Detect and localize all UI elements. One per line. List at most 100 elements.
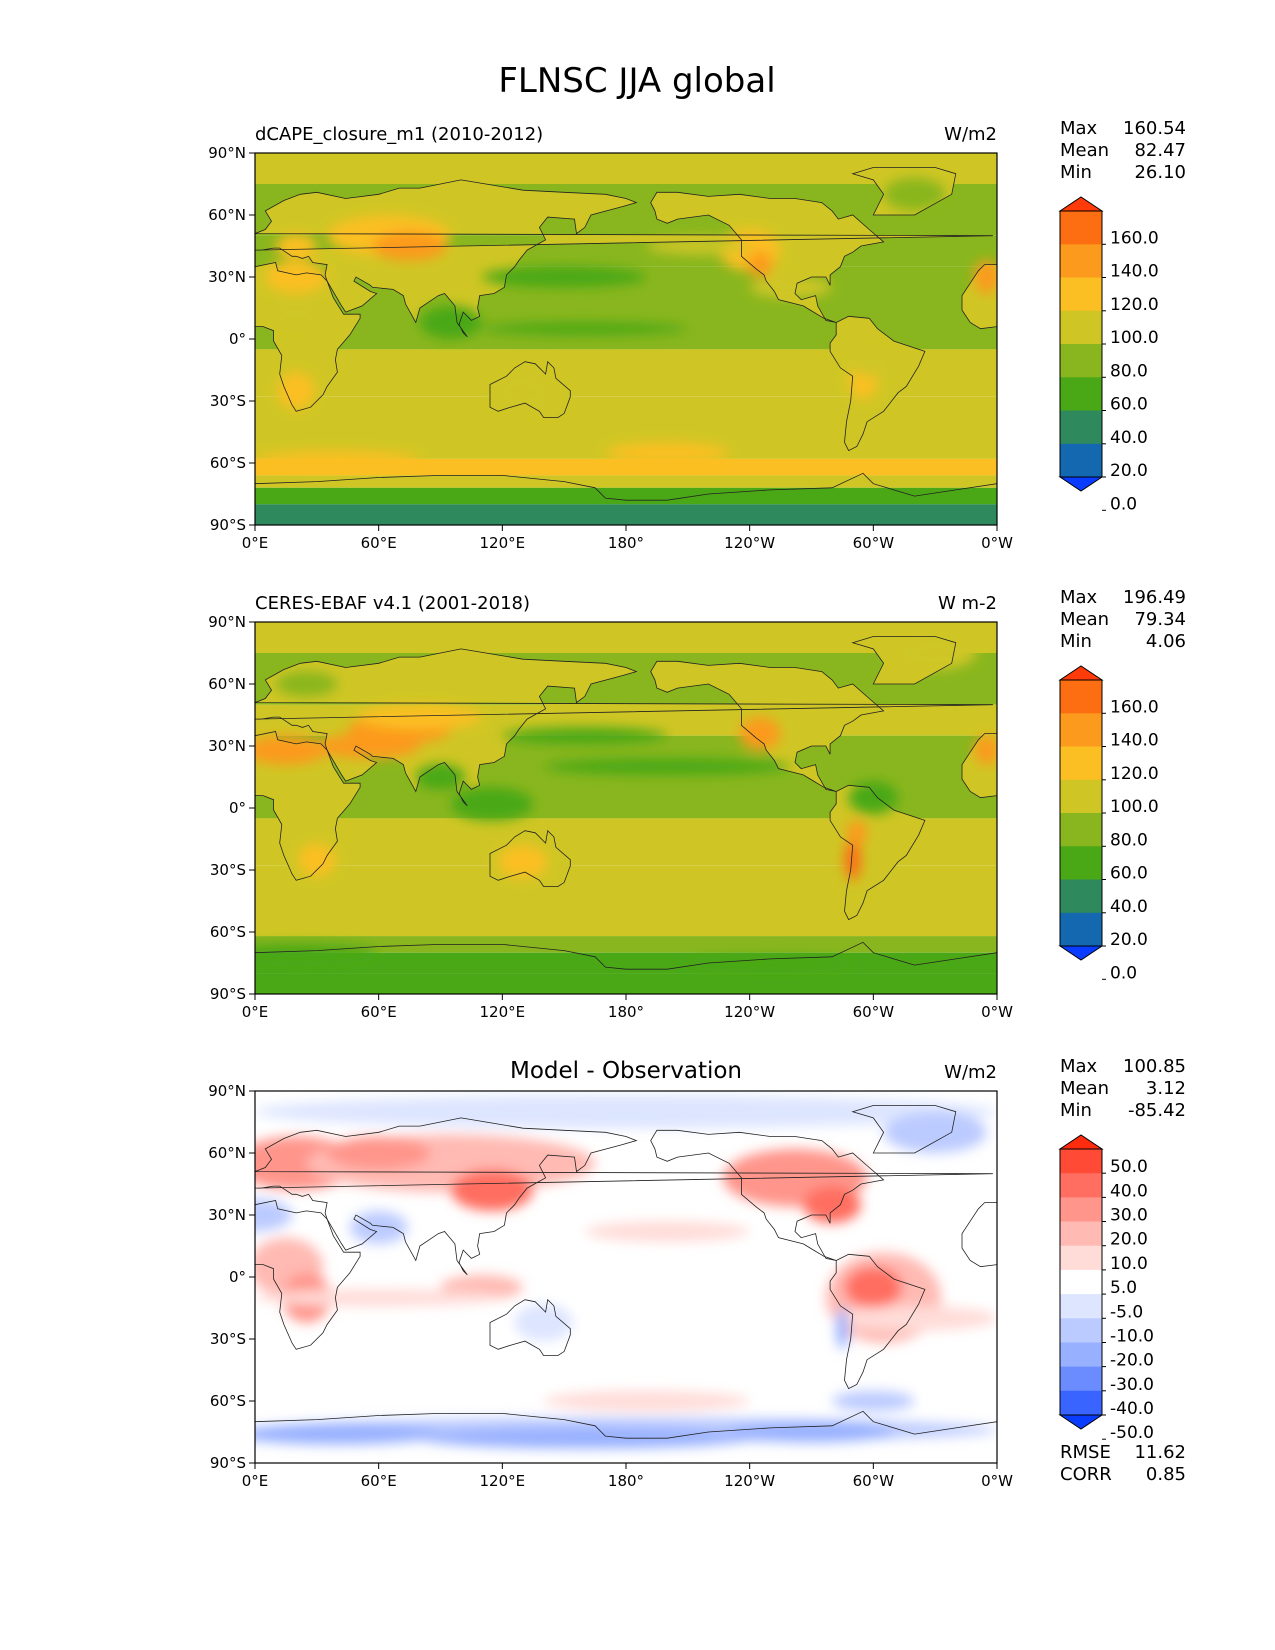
stat-min-label: Min [1060,1100,1092,1121]
stats-diff: Max 100.85 Mean 3.12 Min -85.42 [1060,1056,1186,1121]
lat-tick-label: 90°S [210,516,246,534]
colorbar-tick-label: 40.0 [1110,428,1148,448]
lat-tick-label: 60°N [208,1144,246,1162]
figure-title: FLNSC JJA global [498,61,775,101]
lat-tick-label: 0° [229,330,246,348]
lon-tick-label: 120°W [724,1472,775,1490]
stat-max-label: Max [1060,587,1098,608]
lat-ticks-model: 90°N 60°N 30°N 0° 30°S 60°S 90°S [208,144,255,534]
lat-tick-label: 60°S [210,923,246,941]
lon-ticks-obs: 0°E 60°E 120°E 180° 120°W 60°W 0°W [242,994,1013,1021]
lon-tick-label: 120°E [480,1472,526,1490]
stats-obs: Max 196.49 Mean 79.34 Min 4.06 [1060,587,1186,652]
lon-tick-label: 180° [608,1003,644,1021]
colorbar-tick-label: 20.0 [1110,461,1148,481]
lon-tick-label: 120°W [724,1003,775,1021]
lon-tick-label: 180° [608,1472,644,1490]
colorbar-tick-label: 5.0 [1110,1278,1137,1298]
lon-tick-label: 60°W [853,1472,895,1490]
colorbar-tick-label: -30.0 [1110,1375,1154,1395]
corr-value: 0.85 [1146,1464,1186,1485]
lat-tick-label: 0° [229,1268,246,1286]
colorbar-tick-label: -10.0 [1110,1327,1154,1347]
colorbar-tick-label: 60.0 [1110,864,1148,884]
stat-mean-label: Mean [1060,1078,1109,1099]
colorbar-tick-label: -50.0 [1110,1423,1154,1443]
lat-ticks-obs: 90°N 60°N 30°N 0° 30°S 60°S 90°S [208,613,255,1003]
colorbar-tick-label: 40.0 [1110,1181,1148,1201]
lon-tick-label: 120°E [480,1003,526,1021]
panel-diff: Model - Observation W/m2 90°N 60°N 30°N 0° 3… [208,1056,1186,1490]
colorbar-tick-label: -20.0 [1110,1351,1154,1371]
panel-obs-label: CERES-EBAF v4.1 (2001-2018) [255,593,530,614]
stat-min-label: Min [1060,162,1092,183]
colorbar-tick-label: 100.0 [1110,328,1159,348]
stat-mean-value: 82.47 [1134,140,1186,161]
lon-ticks-diff: 0°E 60°E 120°E 180° 120°W 60°W 0°W [242,1463,1013,1490]
lon-tick-label: 120°E [480,534,526,552]
stat-max-value: 160.54 [1123,118,1186,139]
lon-tick-label: 0°E [242,1472,269,1490]
colorbar-tick-label: 160.0 [1110,228,1159,248]
colorbar-tick-label: 120.0 [1110,295,1159,315]
colorbar-tick-label: 20.0 [1110,1230,1148,1250]
stat-mean-value: 3.12 [1146,1078,1186,1099]
lat-tick-label: 90°N [208,1082,246,1100]
stat-mean-label: Mean [1060,609,1109,630]
lat-tick-label: 90°S [210,985,246,1003]
panel-model: dCAPE_closure_m1 (2010-2012) W/m2 90°N 60… [208,118,1186,552]
lon-tick-label: 0°W [981,1003,1013,1021]
colorbar-tick-label: -5.0 [1110,1302,1143,1322]
lon-tick-label: 60°E [361,534,397,552]
colorbar-tick-label: 120.0 [1110,764,1159,784]
colorbar-tick-label: 80.0 [1110,361,1148,381]
lat-tick-label: 30°S [210,861,246,879]
lon-ticks-model: 0°E 60°E 120°E 180° 120°W 60°W 0°W [242,525,1013,552]
colorbar-tick-label: 60.0 [1110,395,1148,415]
lon-tick-label: 60°W [853,534,895,552]
lon-tick-label: 0°E [242,534,269,552]
stats-rmse-corr: RMSE 11.62 CORR 0.85 [1060,1442,1186,1485]
colorbar-tick-label: 80.0 [1110,830,1148,850]
lat-tick-label: 90°N [208,613,246,631]
colorbar-model: 160.0 140.0 120.0 100.0 80.0 60.0 40.0 20.0 0.0 [1058,196,1159,514]
lon-tick-label: 0°W [981,1472,1013,1490]
stat-max-label: Max [1060,1056,1098,1077]
lat-tick-label: 30°N [208,268,246,286]
lat-tick-label: 30°N [208,737,246,755]
lat-tick-label: 60°S [210,1392,246,1410]
lat-tick-label: 30°N [208,1206,246,1224]
lon-tick-label: 180° [608,534,644,552]
panel-obs: CERES-EBAF v4.1 (2001-2018) W m-2 90°N 60… [208,587,1186,1021]
colorbar-tick-label: -40.0 [1110,1399,1154,1419]
colorbar-tick-label: 140.0 [1110,262,1159,282]
stats-model: Max 160.54 Mean 82.47 Min 26.10 [1060,118,1186,183]
stat-mean-value: 79.34 [1134,609,1186,630]
panel-model-label: dCAPE_closure_m1 (2010-2012) [255,124,543,145]
lat-tick-label: 30°S [210,1330,246,1348]
lat-tick-label: 60°N [208,675,246,693]
colorbar-tick-label: 40.0 [1110,897,1148,917]
colorbar-tick-label: 50.0 [1110,1157,1148,1177]
lon-tick-label: 0°W [981,534,1013,552]
lat-tick-label: 60°S [210,454,246,472]
colorbar-tick-label: 20.0 [1110,930,1148,950]
colorbar-tick-label: 30.0 [1110,1206,1148,1226]
colorbar-obs: 160.0 140.0 120.0 100.0 80.0 60.0 40.0 20.0 0.0 [1058,665,1159,983]
panel-model-units: W/m2 [944,124,997,145]
colorbar-tick-label: 100.0 [1110,797,1159,817]
lon-tick-label: 60°E [361,1472,397,1490]
stat-max-label: Max [1060,118,1098,139]
lat-tick-label: 90°S [210,1454,246,1472]
colorbar-tick-label: 140.0 [1110,731,1159,751]
lat-tick-label: 90°N [208,144,246,162]
corr-label: CORR [1060,1464,1112,1485]
stat-min-value: -85.42 [1128,1100,1186,1121]
map-obs [254,621,998,995]
panel-diff-label: Model - Observation [510,1058,742,1084]
lat-ticks-diff: 90°N 60°N 30°N 0° 30°S 60°S 90°S [208,1082,255,1472]
colorbar-diff: 50.0 40.0 30.0 20.0 10.0 5.0 -5.0 -10.0 -20.0 -30… [1058,1134,1154,1443]
map-model [254,152,998,526]
lon-tick-label: 60°W [853,1003,895,1021]
